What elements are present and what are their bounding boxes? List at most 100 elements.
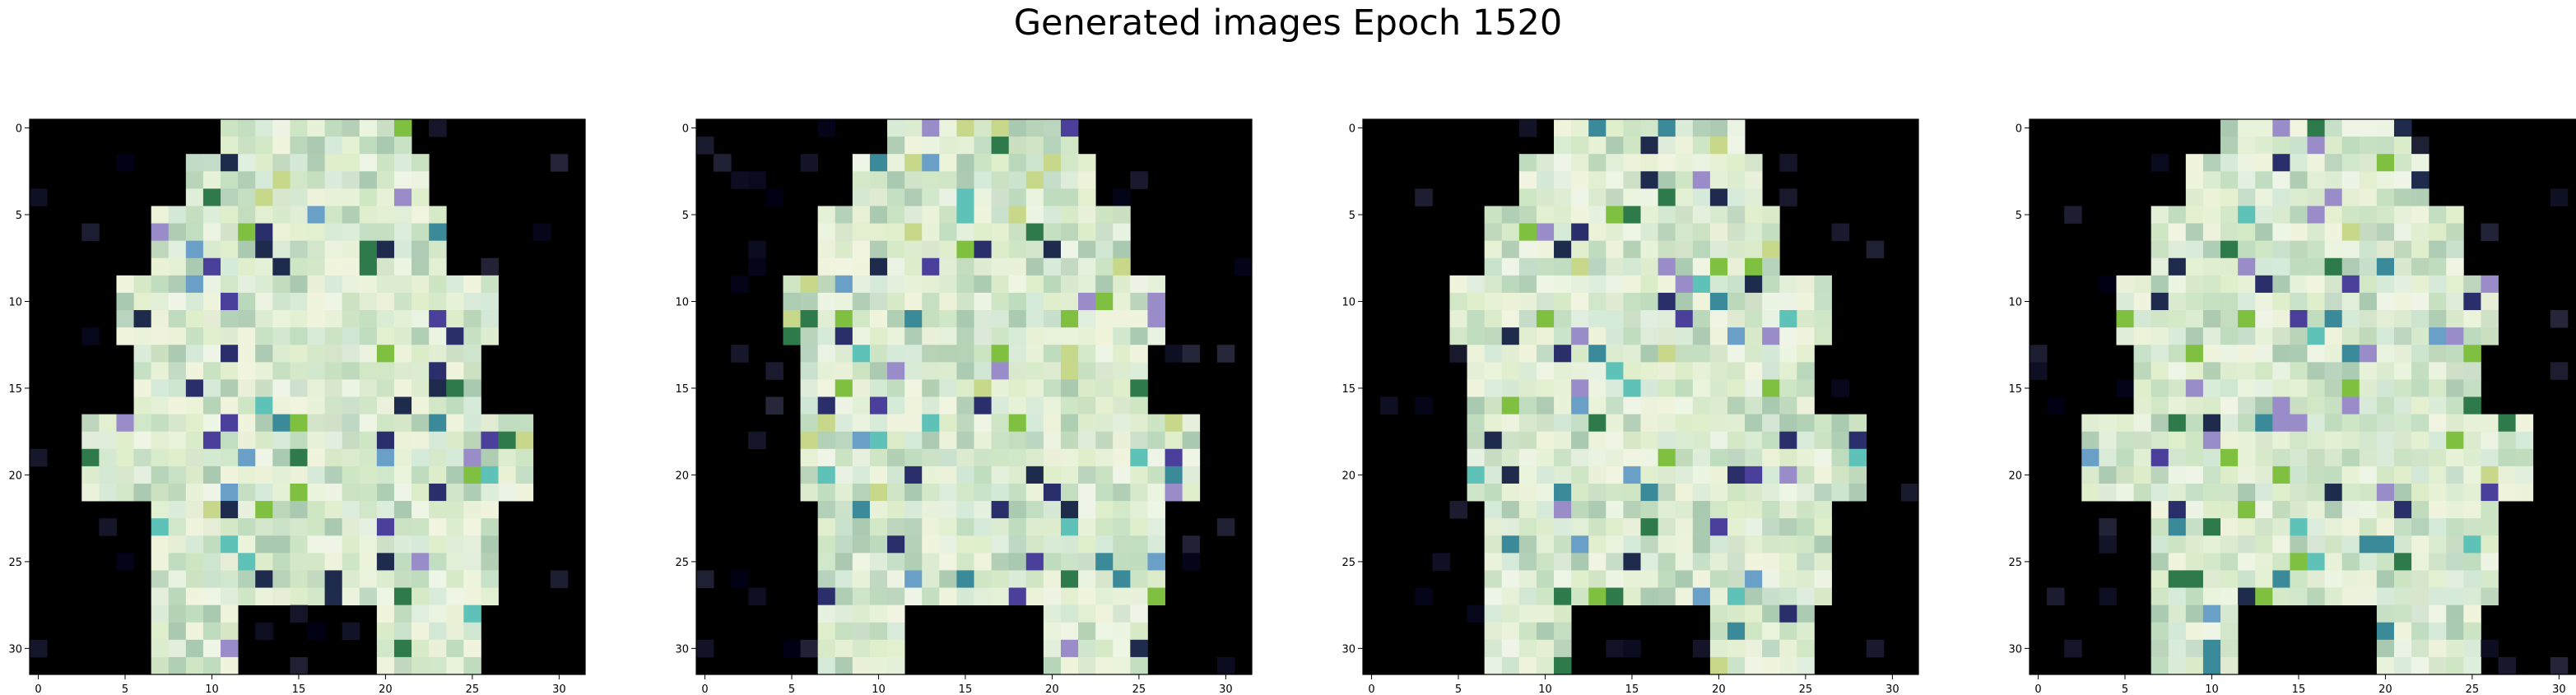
pixel (81, 223, 100, 242)
pixel (376, 137, 395, 155)
pixel (1658, 188, 1676, 206)
pixel (2099, 518, 2117, 536)
pixel (1554, 431, 1572, 450)
pixel (2376, 275, 2395, 294)
pixel (238, 570, 256, 588)
pixel (238, 501, 256, 519)
pixel (1095, 483, 1114, 502)
pixel (429, 414, 447, 433)
pixel (2411, 414, 2430, 433)
pixel (1113, 466, 1131, 484)
pixel (922, 154, 940, 172)
pixel (463, 656, 481, 675)
pixel (1501, 656, 1520, 675)
pixel (2341, 587, 2360, 606)
pixel (1797, 362, 1815, 380)
pixel (1727, 154, 1746, 172)
x-tick-label: 5 (1455, 683, 1462, 695)
pixel (974, 292, 992, 311)
pixel (1518, 240, 1537, 259)
pixel (922, 431, 940, 450)
pixel (1484, 396, 1503, 415)
pixel (272, 171, 291, 189)
pixel (1709, 171, 1728, 189)
pixel (393, 587, 412, 606)
pixel (2220, 345, 2239, 363)
pixel (2238, 327, 2256, 345)
pixel (116, 292, 134, 311)
pixel (2446, 310, 2464, 328)
pixel (1814, 466, 1832, 484)
pixel (1008, 518, 1027, 536)
pixel (221, 137, 239, 155)
pixel (2202, 431, 2221, 450)
pixel (991, 310, 1010, 328)
pixel (2411, 553, 2430, 571)
pixel (238, 188, 256, 206)
pixel (324, 206, 343, 224)
pixel (202, 553, 221, 571)
pixel (2324, 431, 2343, 450)
pixel (939, 223, 957, 242)
pixel (1692, 431, 1711, 450)
pixel (2290, 483, 2308, 502)
pixel (255, 292, 273, 311)
pixel (412, 345, 430, 363)
pixel (800, 154, 819, 172)
pixel (202, 587, 221, 606)
pixel (817, 605, 836, 623)
pixel (1709, 345, 1728, 363)
y-tick-label: 5 (682, 210, 689, 222)
pixel (1762, 414, 1780, 433)
pixel (1025, 327, 1044, 345)
pixel (481, 535, 499, 554)
pixel (2411, 171, 2430, 189)
pixel (991, 587, 1010, 606)
pixel (887, 501, 905, 519)
pixel (2185, 535, 2204, 554)
pixel (2446, 448, 2464, 467)
pixel (151, 518, 170, 536)
pixel (904, 240, 923, 259)
pixel (2151, 379, 2169, 397)
pixel (1727, 501, 1746, 519)
pixel (1658, 501, 1676, 519)
pixel (2341, 240, 2360, 259)
pixel (1536, 448, 1555, 467)
pixel (1779, 327, 1797, 345)
pixel (1727, 379, 1746, 397)
pixel (1658, 206, 1676, 224)
pixel (2151, 656, 2169, 675)
pixel (1025, 206, 1044, 224)
x-tick-label: 30 (2552, 683, 2566, 695)
pixel (974, 154, 992, 172)
pixel (1640, 206, 1658, 224)
pixel (1588, 431, 1607, 450)
pixel (1025, 310, 1044, 328)
pixel (342, 570, 360, 588)
pixel (1467, 414, 1486, 433)
pixel (1182, 535, 1201, 554)
pixel (2393, 327, 2412, 345)
pixel (1182, 466, 1201, 484)
pixel (1762, 518, 1780, 536)
pixel (1008, 223, 1027, 242)
pixel (869, 501, 888, 519)
pixel (1727, 656, 1746, 675)
y-tick-label: 15 (1341, 383, 1355, 396)
pixel (835, 605, 853, 623)
pixel (1484, 466, 1503, 484)
pixel (1709, 275, 1728, 294)
pixel (2324, 570, 2343, 588)
pixel (238, 310, 256, 328)
pixel (446, 605, 464, 623)
pixel (342, 553, 360, 571)
pixel (1501, 414, 1520, 433)
pixel (185, 379, 204, 397)
pixel (1467, 483, 1486, 502)
pixel (1745, 414, 1763, 433)
pixel (238, 518, 256, 536)
pixel (1727, 292, 1746, 311)
pixel (2463, 483, 2481, 502)
pixel (2429, 622, 2447, 641)
